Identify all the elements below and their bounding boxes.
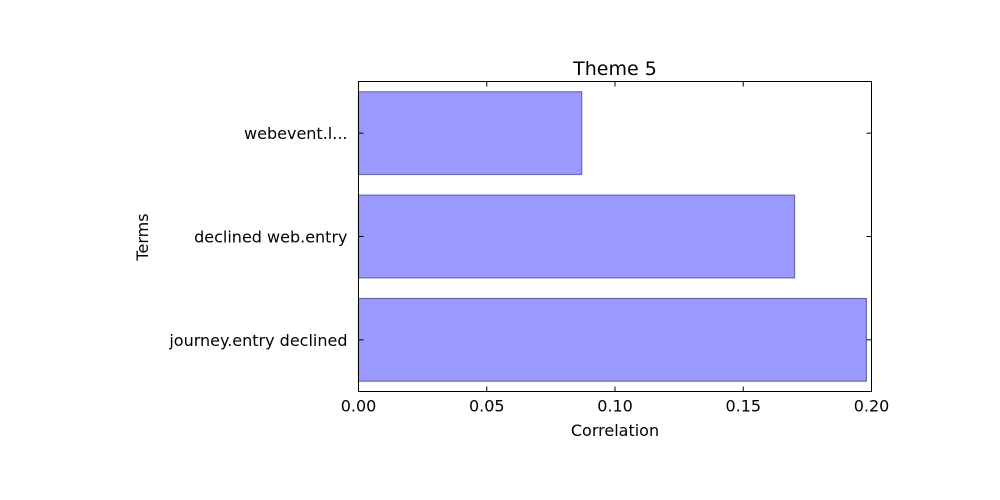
bars (357, 91, 867, 382)
y-tick-label: journey.entry declined (168, 331, 347, 350)
y-tick-label: webevent.l... (244, 124, 347, 143)
x-tick-labels: 0.00 0.05 0.10 0.15 0.20 (341, 397, 890, 416)
axis-ticks (358, 81, 872, 392)
x-tick-label: 0.15 (725, 397, 761, 416)
chart-title: Theme 5 (572, 58, 657, 80)
bar-2 (357, 91, 583, 176)
bar-0 (357, 297, 867, 382)
bar-1 (357, 194, 796, 279)
x-tick-label: 0.05 (469, 397, 505, 416)
x-axis-title: Correlation (571, 421, 659, 440)
y-tick-labels: journey.entry declined declined web.entry… (168, 124, 347, 350)
y-axis-title: Terms (133, 213, 152, 261)
y-tick-label: declined web.entry (194, 228, 347, 247)
x-tick-label: 0.20 (854, 397, 890, 416)
x-tick-label: 0.10 (597, 397, 633, 416)
x-tick-label: 0.00 (341, 397, 377, 416)
